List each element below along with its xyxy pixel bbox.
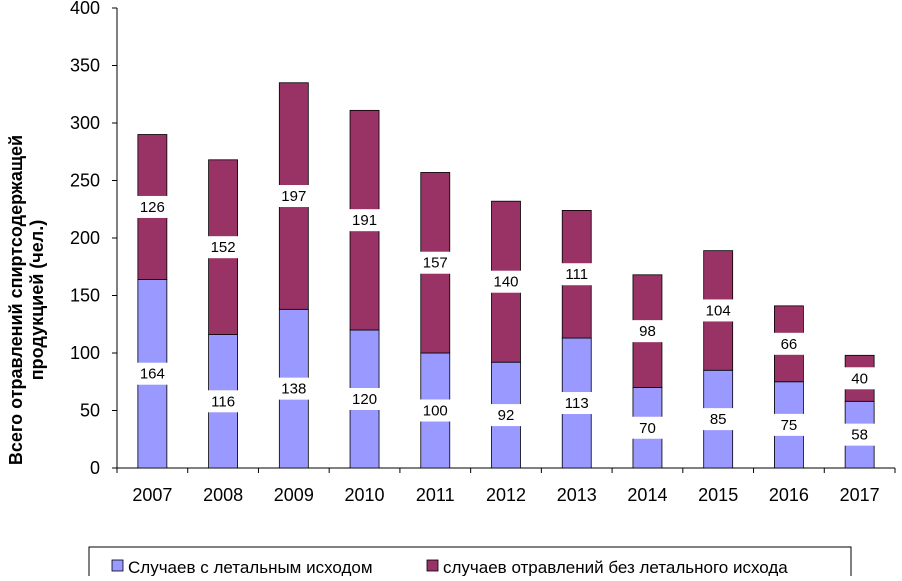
legend-label-fatal: Случаев с летальным исходом <box>128 558 373 576</box>
data-label-background <box>135 195 169 218</box>
y-axis-label-line-2: продукцией (чел.) <box>27 220 47 380</box>
data-label: 92 <box>498 407 515 424</box>
x-tick-label: 2014 <box>627 485 667 505</box>
data-label: 138 <box>281 381 306 398</box>
y-tick-label: 250 <box>70 171 100 191</box>
x-tick-label: 2010 <box>345 485 385 505</box>
y-tick-label: 50 <box>80 401 100 421</box>
data-label: 111 <box>565 266 588 283</box>
data-label-background <box>701 299 735 322</box>
x-tick-label: 2009 <box>274 485 314 505</box>
data-label: 40 <box>851 370 868 387</box>
data-label-background <box>630 416 664 439</box>
x-tick-label: 2016 <box>769 485 809 505</box>
data-label-background <box>348 388 382 410</box>
data-label-background <box>772 413 806 436</box>
data-labels: 164 126 116 152 138 197 120 191 100 157 92 140 113 11… <box>135 185 877 446</box>
legend-swatch-nonfatal <box>426 559 439 572</box>
legend-box <box>88 546 852 581</box>
y-axis-label: Всего отравлений спиртсодержащей продукц… <box>6 135 47 465</box>
axes: 0 50 100 150 200 250 300 350 400 2007 2008 2009 2010… <box>70 0 896 505</box>
y-tick-label: 200 <box>70 228 100 248</box>
x-tick-label: 2008 <box>203 485 243 505</box>
data-label-background <box>418 399 452 422</box>
data-label-background <box>277 377 311 400</box>
data-label: 66 <box>781 336 798 353</box>
data-label: 164 <box>140 366 165 383</box>
data-label: 104 <box>706 302 731 319</box>
x-tick-label: 2017 <box>840 485 880 505</box>
data-label-background <box>843 423 877 446</box>
legend-swatch-fatal <box>111 559 124 572</box>
data-label: 85 <box>710 411 727 428</box>
data-label-background <box>843 367 877 390</box>
data-label: 98 <box>639 323 656 340</box>
data-label-background <box>560 263 594 286</box>
data-label-background <box>277 185 311 208</box>
data-label: 58 <box>851 427 868 444</box>
data-label-background <box>701 408 735 431</box>
data-label-background <box>560 392 594 415</box>
y-tick-label: 150 <box>70 286 100 306</box>
x-tick-label: 2011 <box>416 485 455 505</box>
data-label: 70 <box>639 420 656 437</box>
data-label-background <box>489 404 523 427</box>
y-tick-label: 0 <box>90 458 100 478</box>
data-label: 126 <box>140 199 165 216</box>
data-label-background <box>206 236 240 259</box>
data-label-background <box>630 320 664 343</box>
data-label: 157 <box>423 255 448 272</box>
data-label-background <box>772 332 806 355</box>
data-label-background <box>348 209 382 232</box>
y-tick-label: 400 <box>70 0 100 18</box>
x-tick-label: 2012 <box>486 485 526 505</box>
data-label: 120 <box>352 391 377 408</box>
data-label-background <box>206 390 240 413</box>
data-label: 116 <box>211 393 235 410</box>
y-tick-label: 300 <box>70 113 100 133</box>
data-label: 191 <box>352 212 377 229</box>
legend-label-nonfatal: случаев отравлений без летального исхода <box>443 558 788 576</box>
x-tick-label: 2007 <box>132 485 172 505</box>
data-label: 152 <box>211 239 236 256</box>
legend: Случаев с летальным исходом случаев отра… <box>88 546 852 581</box>
data-label-background <box>135 362 169 385</box>
x-tick-label: 2015 <box>698 485 738 505</box>
data-label-background <box>418 251 452 274</box>
y-tick-label: 100 <box>70 343 100 363</box>
data-label: 197 <box>281 188 306 205</box>
y-tick-label: 350 <box>70 56 100 76</box>
data-label: 75 <box>781 417 798 434</box>
y-axis-label-line-1: Всего отравлений спиртсодержащей <box>6 135 26 465</box>
data-label: 140 <box>493 274 518 291</box>
x-tick-label: 2013 <box>557 485 597 505</box>
data-label: 100 <box>423 403 448 420</box>
data-label: 113 <box>565 395 589 412</box>
data-label-background <box>489 270 523 293</box>
